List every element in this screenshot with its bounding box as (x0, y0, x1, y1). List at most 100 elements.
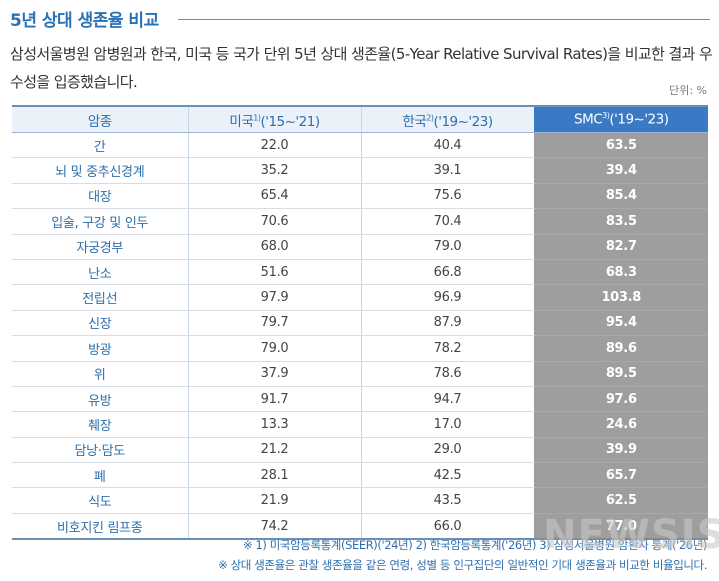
smc-cell: 89.5 (533, 361, 708, 387)
korea-cell: 40.4 (360, 132, 534, 159)
table-row: 위 37.9 78.6 89.5 (12, 361, 708, 387)
smc-cell: 24.6 (533, 411, 708, 438)
cancer-cell: 간 (12, 132, 188, 159)
korea-cell: 75.6 (360, 183, 534, 210)
smc-cell: 97.6 (533, 386, 708, 413)
table-row: 자궁경부 68.0 79.0 82.7 (12, 234, 708, 260)
us-cell: 97.9 (187, 284, 361, 311)
table-row: 식도 21.9 43.5 62.5 (12, 487, 708, 514)
korea-cell: 78.6 (360, 361, 534, 387)
us-cell: 91.7 (187, 386, 361, 413)
table-header-row: 암종 미국1)('15~'21) 한국2)('19~'23) SMC3)('19… (12, 105, 708, 133)
cancer-cell: 신장 (12, 310, 188, 337)
korea-cell: 39.1 (360, 157, 534, 184)
smc-cell: 77.0 (533, 513, 708, 541)
header-korea-name: 한국 (402, 113, 427, 130)
korea-cell: 96.9 (360, 284, 534, 311)
smc-cell: 63.5 (533, 132, 708, 159)
korea-cell: 66.0 (360, 513, 534, 541)
us-cell: 70.6 (187, 208, 361, 235)
korea-cell: 17.0 (360, 411, 534, 438)
cancer-cell: 입술, 구강 및 인두 (12, 208, 188, 235)
table-row: 대장 65.4 75.6 85.4 (12, 183, 708, 210)
smc-cell: 39.4 (533, 157, 708, 184)
table-row: 뇌 및 중추신경계 35.2 39.1 39.4 (12, 157, 708, 184)
cancer-cell: 유방 (12, 386, 188, 413)
korea-cell: 87.9 (360, 310, 534, 337)
us-cell: 13.3 (187, 411, 361, 438)
header-us-name: 미국 (229, 113, 254, 130)
us-cell: 37.9 (187, 361, 361, 387)
footnote-definition: ※ 상대 생존율은 관찰 생존율을 같은 연령, 성별 등 인구집단의 일반적인… (218, 558, 707, 572)
us-cell: 35.2 (187, 157, 361, 184)
header-cancer-label: 암종 (87, 113, 112, 130)
table-row: 입술, 구강 및 인두 70.6 70.4 83.5 (12, 208, 708, 235)
table-row: 전립선 97.9 96.9 103.8 (12, 284, 708, 311)
us-cell: 79.0 (187, 335, 361, 362)
us-cell: 65.4 (187, 183, 361, 210)
cancer-cell: 방광 (12, 335, 188, 362)
cancer-cell: 전립선 (12, 284, 188, 311)
smc-cell: 82.7 (533, 234, 708, 260)
smc-cell: 95.4 (533, 310, 708, 337)
korea-cell: 78.2 (360, 335, 534, 362)
us-cell: 68.0 (187, 234, 361, 260)
table-row: 방광 79.0 78.2 89.6 (12, 335, 708, 362)
title-divider (178, 19, 710, 20)
table-row: 폐 28.1 42.5 65.7 (12, 462, 708, 489)
smc-cell: 68.3 (533, 259, 708, 286)
cancer-cell: 대장 (12, 183, 188, 210)
table-row: 간 22.0 40.4 63.5 (12, 132, 708, 159)
cancer-cell: 위 (12, 361, 188, 387)
header-us: 미국1)('15~'21) (187, 105, 361, 133)
us-cell: 22.0 (187, 132, 361, 159)
page-title: 5년 상대 생존율 비교 (10, 11, 159, 31)
header-smc-note: 3) (602, 111, 610, 121)
smc-cell: 62.5 (533, 487, 708, 514)
korea-cell: 29.0 (360, 437, 534, 464)
header-us-period: ('15~'21) (260, 113, 320, 130)
smc-cell: 65.7 (533, 462, 708, 489)
us-cell: 51.6 (187, 259, 361, 286)
table-row: 췌장 13.3 17.0 24.6 (12, 411, 708, 438)
table-row: 신장 79.7 87.9 95.4 (12, 310, 708, 337)
description: 삼성서울병원 암병원과 한국, 미국 등 국가 단위 5년 상대 생존율(5-Y… (10, 45, 713, 91)
korea-cell: 94.7 (360, 386, 534, 413)
cancer-cell: 난소 (12, 259, 188, 286)
smc-cell: 83.5 (533, 208, 708, 235)
us-cell: 21.9 (187, 487, 361, 514)
smc-cell: 103.8 (533, 284, 708, 311)
smc-cell: 39.9 (533, 437, 708, 464)
header-korea-period: ('19~'23) (433, 113, 493, 130)
header-smc-period: ('19~'23) (609, 111, 669, 128)
cancer-cell: 비호지킨 림프종 (12, 513, 188, 541)
section-header: 5년 상대 생존율 비교 (10, 6, 710, 32)
cancer-cell: 췌장 (12, 411, 188, 438)
cancer-cell: 뇌 및 중추신경계 (12, 157, 188, 184)
unit-label: 단위: % (669, 84, 707, 97)
us-cell: 79.7 (187, 310, 361, 337)
korea-cell: 43.5 (360, 487, 534, 514)
header-korea: 한국2)('19~'23) (360, 105, 534, 133)
table-row: 난소 51.6 66.8 68.3 (12, 259, 708, 286)
table-row: 비호지킨 림프종 74.2 66.0 77.0 (12, 513, 708, 541)
korea-cell: 42.5 (360, 462, 534, 489)
header-us-note: 1) (253, 113, 261, 122)
survival-rate-table: 암종 미국1)('15~'21) 한국2)('19~'23) SMC3)('19… (12, 105, 708, 541)
header-smc: SMC3)('19~'23) (533, 105, 708, 133)
korea-cell: 66.8 (360, 259, 534, 286)
cancer-cell: 폐 (12, 462, 188, 489)
korea-cell: 79.0 (360, 234, 534, 260)
smc-cell: 85.4 (533, 183, 708, 210)
us-cell: 74.2 (187, 513, 361, 541)
header-smc-name: SMC (574, 111, 603, 128)
cancer-cell: 담낭·담도 (12, 437, 188, 464)
header-korea-note: 2) (426, 113, 434, 122)
footnote-sources: ※ 1) 미국암등록통계(SEER)('24년) 2) 한국암등록통계('26년… (242, 538, 707, 552)
korea-cell: 70.4 (360, 208, 534, 235)
table-row: 담낭·담도 21.2 29.0 39.9 (12, 437, 708, 464)
cancer-cell: 자궁경부 (12, 234, 188, 260)
header-cancer: 암종 (12, 105, 188, 133)
cancer-cell: 식도 (12, 487, 188, 514)
us-cell: 28.1 (187, 462, 361, 489)
